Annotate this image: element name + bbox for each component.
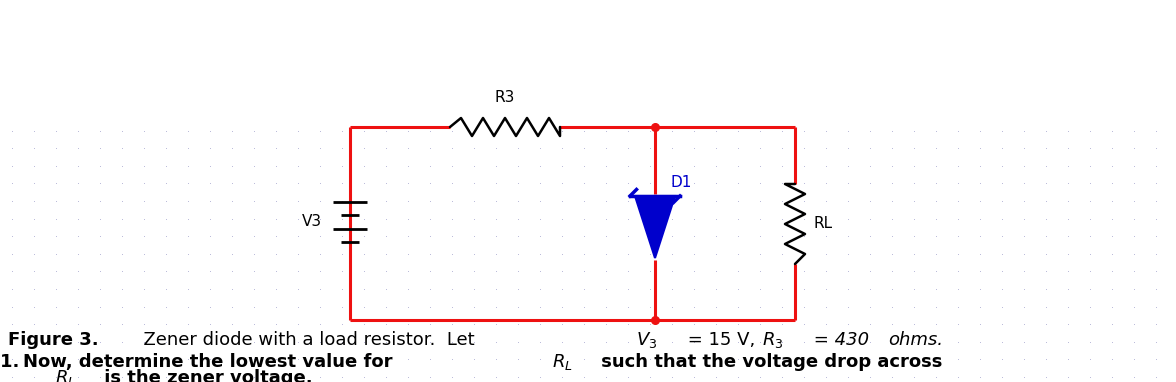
Text: D1: D1 [670,175,691,190]
Text: Figure 3.: Figure 3. [8,331,99,349]
Text: such that the voltage drop across: such that the voltage drop across [595,353,942,371]
Text: $\it{R}_3$: $\it{R}_3$ [762,330,783,350]
Text: $\it{R}_L$: $\it{R}_L$ [552,352,573,372]
Polygon shape [635,196,675,258]
Text: Zener diode with a load resistor.  Let: Zener diode with a load resistor. Let [132,331,480,349]
Text: is the zener voltage.: is the zener voltage. [98,369,313,382]
Text: ohms.: ohms. [888,331,943,349]
Text: V3: V3 [302,215,322,230]
Text: = 15 V,: = 15 V, [682,331,761,349]
Text: RL: RL [813,217,833,231]
Text: = 430: = 430 [808,331,875,349]
Text: R3: R3 [495,90,515,105]
Text: $\it{V}_3$: $\it{V}_3$ [636,330,657,350]
Text: 1. Now, determine the lowest value for: 1. Now, determine the lowest value for [0,353,399,371]
Text: $\it{R}_L$: $\it{R}_L$ [55,368,75,382]
